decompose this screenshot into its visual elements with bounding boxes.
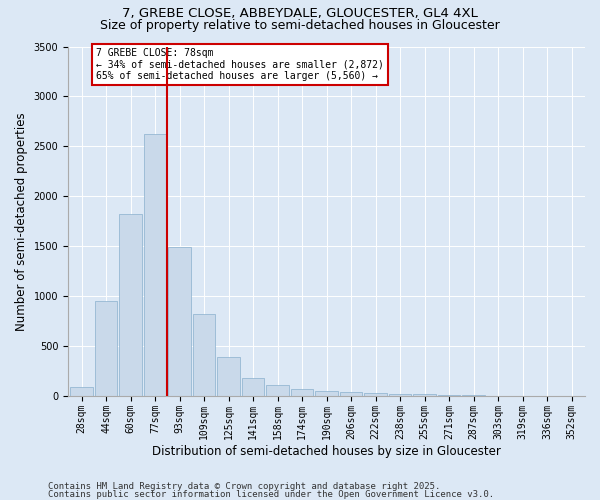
Text: Contains HM Land Registry data © Crown copyright and database right 2025.: Contains HM Land Registry data © Crown c… — [48, 482, 440, 491]
Bar — [266, 384, 289, 396]
Bar — [193, 314, 215, 396]
Text: 7 GREBE CLOSE: 78sqm
← 34% of semi-detached houses are smaller (2,872)
65% of se: 7 GREBE CLOSE: 78sqm ← 34% of semi-detac… — [96, 48, 384, 82]
Bar — [95, 301, 117, 396]
Bar — [217, 357, 239, 396]
Bar — [340, 392, 362, 396]
Y-axis label: Number of semi-detached properties: Number of semi-detached properties — [15, 112, 28, 330]
Text: Size of property relative to semi-detached houses in Gloucester: Size of property relative to semi-detach… — [100, 19, 500, 32]
Text: 7, GREBE CLOSE, ABBEYDALE, GLOUCESTER, GL4 4XL: 7, GREBE CLOSE, ABBEYDALE, GLOUCESTER, G… — [122, 8, 478, 20]
Bar — [119, 214, 142, 396]
Bar — [316, 390, 338, 396]
Bar — [389, 394, 411, 396]
Bar — [70, 386, 92, 396]
Bar — [364, 393, 386, 396]
Bar — [413, 394, 436, 396]
Bar — [144, 134, 166, 396]
Text: Contains public sector information licensed under the Open Government Licence v3: Contains public sector information licen… — [48, 490, 494, 499]
Bar — [291, 389, 313, 396]
Bar — [169, 247, 191, 396]
Bar — [242, 378, 264, 396]
X-axis label: Distribution of semi-detached houses by size in Gloucester: Distribution of semi-detached houses by … — [152, 444, 501, 458]
Bar — [438, 395, 460, 396]
